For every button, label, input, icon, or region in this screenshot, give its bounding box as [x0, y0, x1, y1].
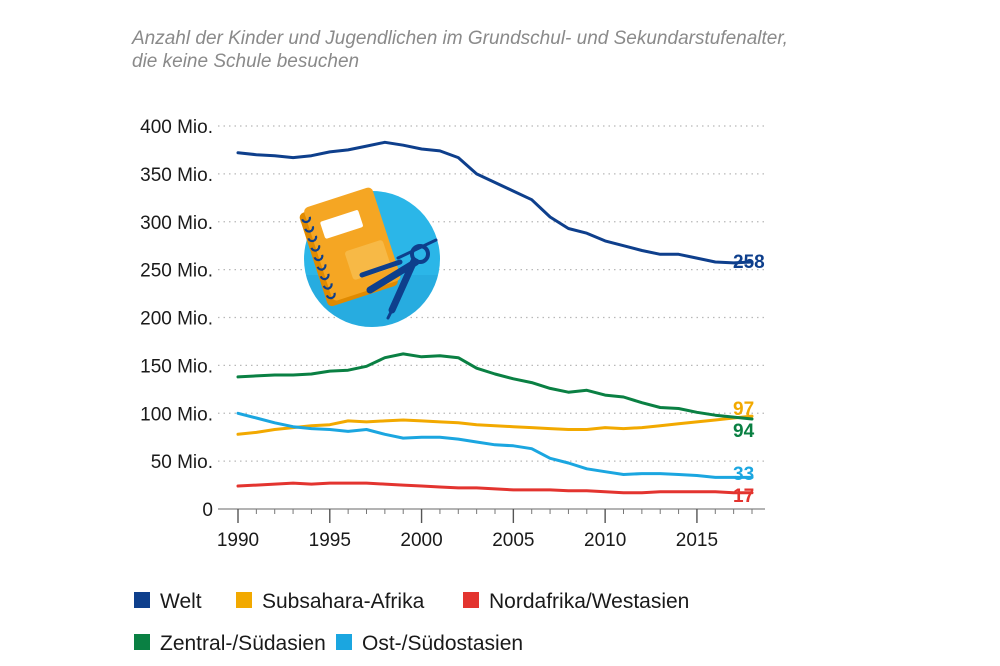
end-value-label: 97 — [733, 399, 754, 420]
y-tick-label: 300 Mio. — [140, 213, 213, 234]
x-tick-label: 2010 — [584, 530, 626, 551]
y-tick-label: 100 Mio. — [140, 404, 213, 425]
series-line-2 — [236, 481, 754, 495]
legend-swatch — [134, 592, 150, 608]
legend-swatch — [336, 634, 352, 650]
grid-lines — [218, 125, 765, 510]
y-tick-label: 250 Mio. — [140, 261, 213, 282]
legend-swatch — [134, 634, 150, 650]
x-tick-label: 1990 — [217, 530, 259, 551]
legend: Welt Subsahara-Afrika Nordafrika/Westasien… — [134, 590, 689, 655]
series-line-3 — [236, 352, 754, 421]
series-line-1 — [236, 414, 754, 436]
x-tick-label: 1995 — [309, 530, 351, 551]
compass-icon — [359, 238, 438, 320]
y-axis-ticks: 0 50 Mio. 100 Mio. 150 Mio. 200 Mio. 250 Mio.… — [140, 117, 213, 521]
x-tick-label: 2015 — [676, 530, 718, 551]
legend-swatch — [463, 592, 479, 608]
x-tick-label: 2000 — [400, 530, 442, 551]
y-tick-label: 350 Mio. — [140, 165, 213, 186]
y-tick-label: 200 Mio. — [140, 309, 213, 330]
series-line-0 — [236, 140, 754, 265]
chart-subtitle: die keine Schule besuchen — [132, 51, 359, 72]
end-value-label: 258 — [733, 252, 765, 273]
legend-label: Welt — [160, 590, 202, 613]
x-tick-label: 2005 — [492, 530, 534, 551]
y-tick-label: 150 Mio. — [140, 356, 213, 377]
series-line-4 — [236, 411, 754, 479]
legend-swatch — [236, 592, 252, 608]
y-tick-label: 0 — [202, 500, 213, 521]
chart-title: Anzahl der Kinder und Jugendlichen im Gr… — [131, 28, 788, 49]
legend-label: Subsahara-Afrika — [262, 590, 425, 613]
y-tick-label: 400 Mio. — [140, 117, 213, 138]
series-end-labels: 258 97 17 94 33 — [733, 252, 765, 507]
x-axis-ticks: 1990 1995 2000 2005 2010 2015 — [217, 509, 753, 551]
y-tick-label: 50 Mio. — [151, 452, 213, 473]
legend-label: Nordafrika/Westasien — [489, 590, 689, 613]
end-value-label: 33 — [733, 464, 754, 485]
legend-label: Zentral-/Südasien — [160, 632, 326, 655]
legend-label: Ost-/Südostasien — [362, 632, 523, 655]
notebook-and-compass-icon — [299, 187, 440, 327]
end-value-label: 94 — [733, 421, 755, 442]
end-value-label: 17 — [733, 486, 754, 507]
series-lines — [236, 140, 754, 495]
